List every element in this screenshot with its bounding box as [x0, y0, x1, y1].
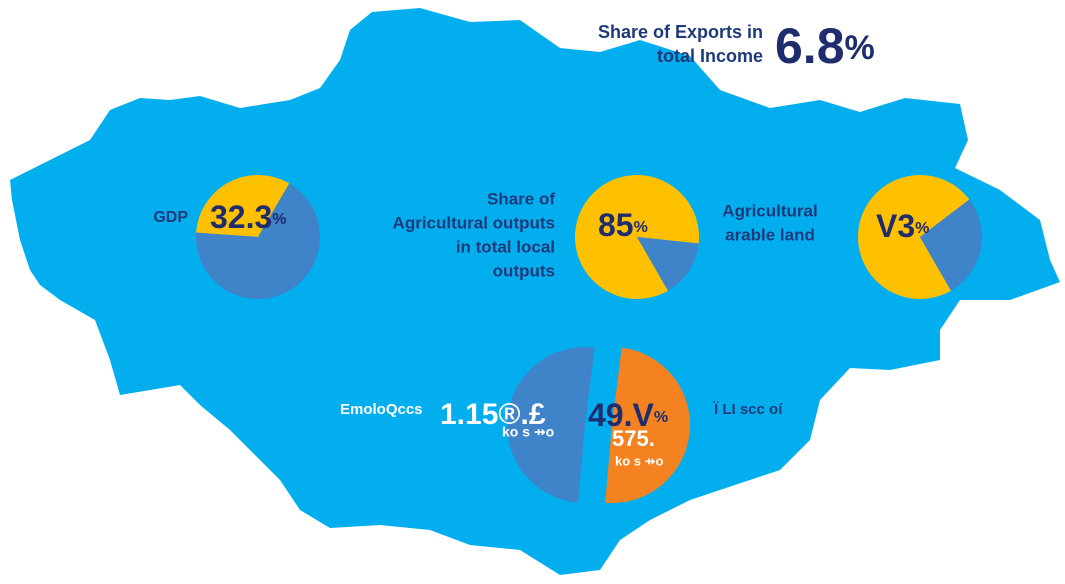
annotation: ko s ⇸o	[502, 424, 554, 440]
pie-title: in total local	[456, 237, 555, 256]
pie-slice	[507, 347, 595, 503]
value-label: 32.3%	[210, 199, 287, 235]
headline-number: 6.8	[775, 18, 845, 74]
value-number: V3	[876, 208, 915, 244]
category-label: EmoloQccs	[340, 401, 423, 418]
pie-slice	[637, 237, 699, 291]
pie-title: Agricultural outputs	[393, 213, 555, 232]
pie-slice	[574, 174, 699, 299]
value-number: 32.3	[210, 199, 272, 235]
pie-chart: Share of Agricultural outputs in total loc…	[393, 174, 699, 299]
pie-title: Share of	[487, 189, 555, 208]
value-unit: %	[654, 409, 668, 426]
pie-slice	[605, 347, 690, 504]
value-unit: %	[634, 219, 648, 236]
pie-chart: GDP 32.3%	[153, 175, 320, 299]
pie-slice	[196, 175, 290, 237]
headline-unit: %	[845, 29, 875, 67]
pie-slice	[920, 199, 982, 291]
pie-title: outputs	[493, 261, 555, 280]
value-label: V3%	[876, 208, 929, 244]
pie-title: GDP	[153, 209, 188, 226]
pie-slice	[196, 183, 320, 299]
value-unit: %	[915, 220, 929, 237]
pie-title: arable land	[725, 225, 815, 244]
headline-title: Share of Exports in	[598, 22, 763, 42]
pie-chart: Agricultural arable land V3%	[722, 175, 982, 299]
value-label: 85%	[598, 207, 648, 243]
pie-title: Agricultural	[722, 201, 817, 220]
headline-value: 6.8%	[775, 18, 875, 74]
value-label: 49.V%	[588, 397, 668, 433]
value-number: 49.V	[588, 397, 654, 433]
headline-title: total Income	[657, 46, 763, 66]
category-label: Ï LI scc oí	[713, 401, 783, 418]
map-shape	[10, 8, 1060, 575]
value-unit: %	[272, 211, 286, 228]
annotation: 1.15®.£	[440, 398, 546, 431]
value-number: 85	[598, 207, 634, 243]
annotation: 575.	[612, 426, 655, 451]
pie-slice	[858, 175, 970, 299]
annotation: ko s ⇸o	[615, 453, 664, 468]
